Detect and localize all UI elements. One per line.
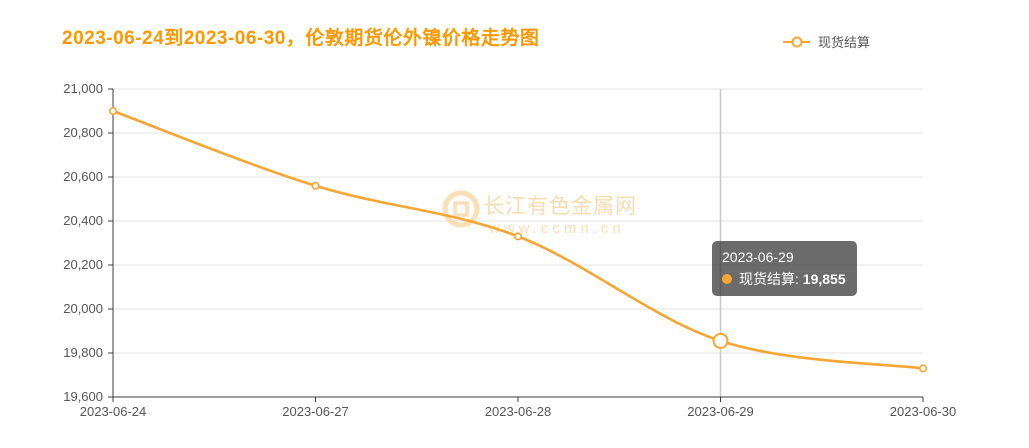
x-axis-label: 2023-06-29 [687, 404, 754, 419]
legend-line-circle-icon [783, 40, 810, 43]
series-dot-icon [722, 274, 732, 284]
y-axis-label: 20,000 [63, 301, 103, 316]
watermark-logo-icon [442, 190, 480, 228]
watermark-logo-inner-icon [453, 201, 469, 217]
y-axis-label: 20,200 [63, 257, 103, 272]
watermark-site-url: www.ccmn.cn [488, 220, 625, 237]
x-axis-label: 2023-06-27 [282, 404, 349, 419]
y-axis-label: 21,000 [63, 81, 103, 96]
tooltip-series-value: 现货结算: 19,855 [739, 271, 846, 287]
y-axis-label: 20,800 [63, 125, 103, 140]
data-point-marker[interactable] [109, 107, 118, 116]
x-axis-label: 2023-06-24 [80, 404, 147, 419]
y-axis-label: 19,600 [63, 389, 103, 404]
x-axis-label: 2023-06-30 [890, 404, 957, 419]
y-axis-label: 19,800 [63, 345, 103, 360]
chart-title: 2023-06-24到2023-06-30，伦敦期货伦外镍价格走势图 [62, 28, 540, 49]
tooltip-series-row: 现货结算: 19,855 [722, 269, 846, 289]
tooltip: 2023-06-29 现货结算: 19,855 [712, 241, 857, 296]
data-point-marker-highlighted[interactable] [712, 332, 729, 349]
data-point-marker[interactable] [311, 181, 320, 190]
y-axis-label: 20,400 [63, 213, 103, 228]
legend-item-spot-settlement[interactable]: 现货结算 [783, 32, 870, 51]
data-point-marker[interactable] [513, 232, 522, 241]
legend-label: 现货结算 [818, 35, 871, 50]
x-axis-label: 2023-06-28 [485, 404, 552, 419]
y-axis-label: 20,600 [63, 169, 103, 184]
watermark-site-name: 长江有色金属网 [483, 195, 637, 218]
data-point-marker[interactable] [918, 364, 927, 373]
tooltip-date: 2023-06-29 [722, 249, 794, 265]
